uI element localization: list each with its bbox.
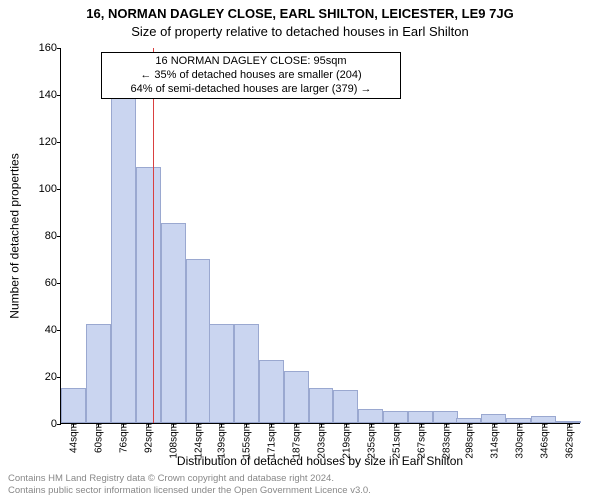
plot-area: 02040608010012014016044sqm60sqm76sqm92sq… [60,48,580,424]
histogram-bar [433,411,458,423]
y-tick-mark [57,95,61,96]
y-tick-mark [57,283,61,284]
y-tick-mark [57,189,61,190]
histogram-bar [309,388,334,423]
histogram-bar [481,414,506,423]
x-axis-label: Distribution of detached houses by size … [60,454,580,468]
histogram-bar [333,390,358,423]
footer-line2: Contains public sector information licen… [8,485,371,496]
histogram-bar [234,324,259,423]
y-tick-mark [57,377,61,378]
reference-line [153,48,154,423]
footer-attribution: Contains HM Land Registry data © Crown c… [8,473,371,496]
x-tick-label: 76sqm [117,423,130,453]
y-tick-mark [57,424,61,425]
histogram-bar [86,324,111,423]
histogram-bar [531,416,556,423]
chart-title-line1: 16, NORMAN DAGLEY CLOSE, EARL SHILTON, L… [0,6,600,21]
y-tick-mark [57,236,61,237]
x-tick-label: 60sqm [92,423,105,453]
histogram-bar [61,388,86,423]
histogram-bar [186,259,211,424]
histogram-bar [408,411,433,423]
histogram-bar [358,409,383,423]
annotation-line3: 64% of semi-detached houses are larger (… [108,83,394,97]
histogram-bar [161,223,186,423]
y-tick-mark [57,48,61,49]
y-tick-mark [57,142,61,143]
histogram-bar [209,324,234,423]
histogram-bar [259,360,284,423]
footer-line1: Contains HM Land Registry data © Crown c… [8,473,371,484]
histogram-bar [383,411,408,423]
y-axis-label: Number of detached properties [6,48,24,424]
histogram-bar [136,167,161,423]
y-tick-mark [57,330,61,331]
annotation-box: 16 NORMAN DAGLEY CLOSE: 95sqm ← 35% of d… [101,52,401,99]
chart-container: 16, NORMAN DAGLEY CLOSE, EARL SHILTON, L… [0,0,600,500]
x-tick-label: 92sqm [142,423,155,453]
annotation-line2: ← 35% of detached houses are smaller (20… [108,69,394,83]
annotation-line1: 16 NORMAN DAGLEY CLOSE: 95sqm [108,55,394,69]
chart-title-line2: Size of property relative to detached ho… [0,24,600,39]
x-tick-label: 44sqm [67,423,80,453]
histogram-bar [284,371,309,423]
histogram-bar [111,94,136,423]
